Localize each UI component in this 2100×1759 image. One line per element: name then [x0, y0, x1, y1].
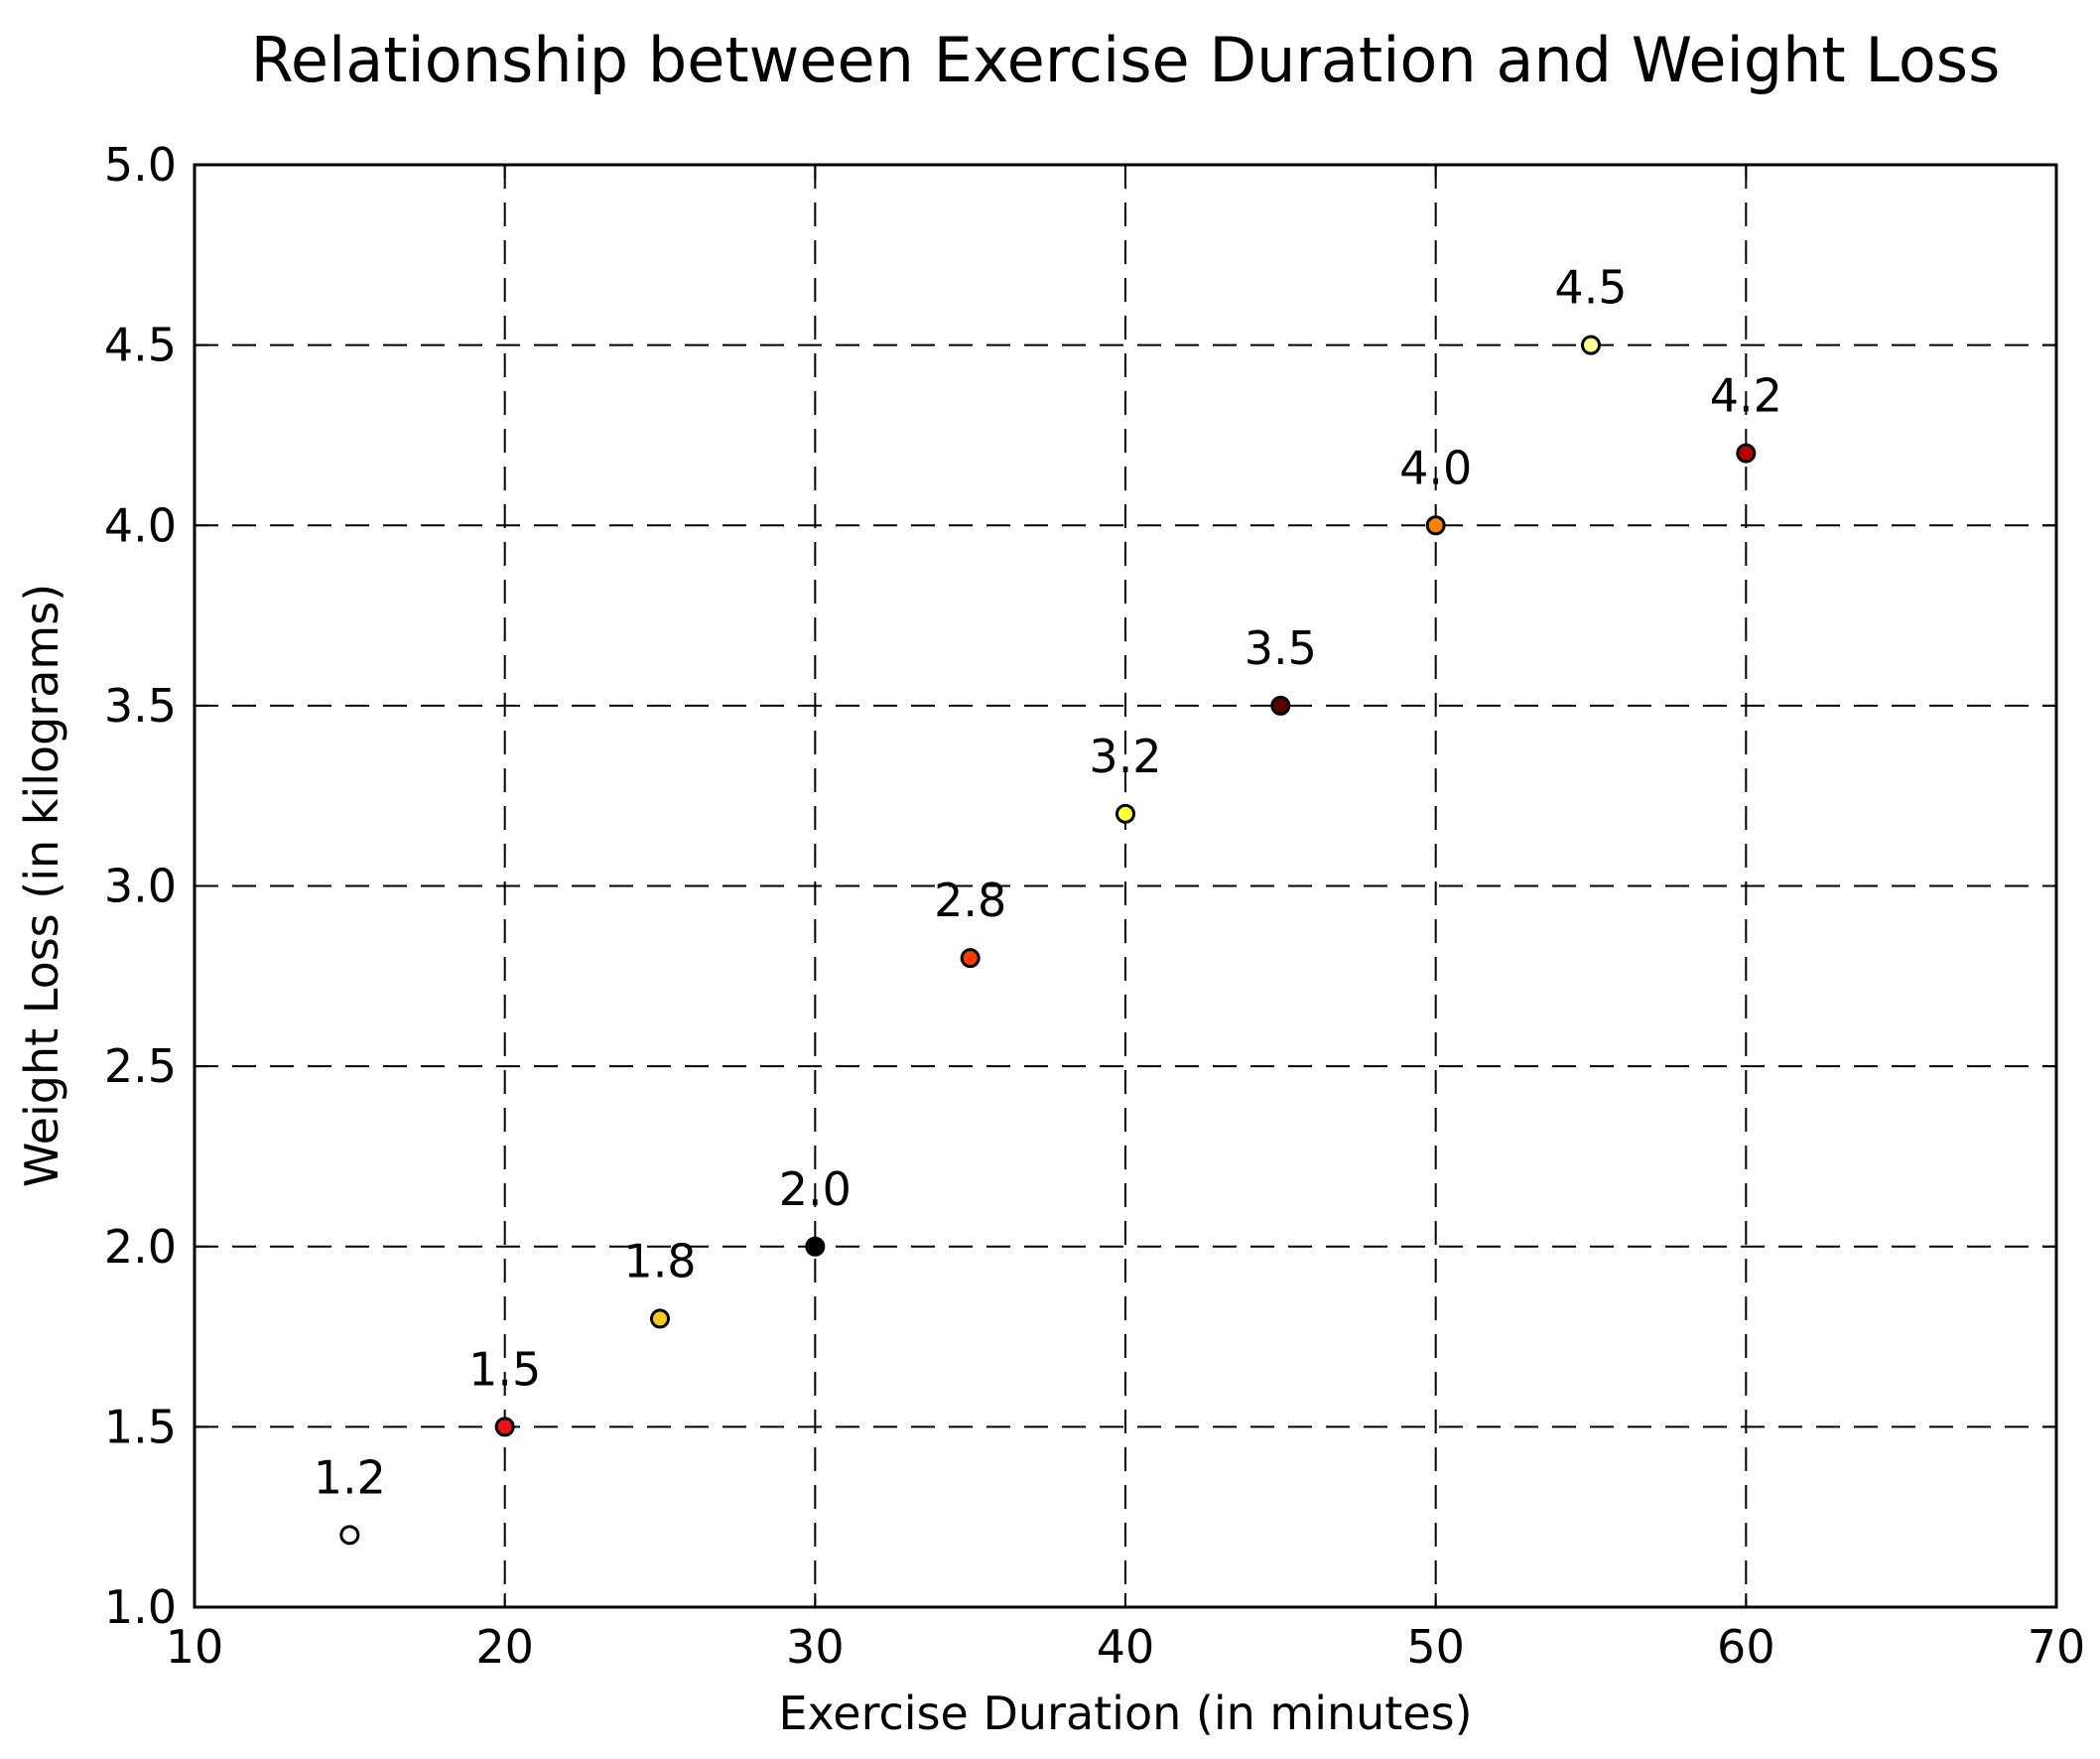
y-axis-label: Weight Loss (in kilograms) — [15, 584, 68, 1187]
x-tick-label: 70 — [2028, 1620, 2086, 1674]
point-value-label: 4.0 — [1399, 441, 1472, 494]
y-tick-label: 3.5 — [104, 679, 177, 733]
x-tick-label: 10 — [166, 1620, 224, 1674]
scatter-point — [960, 948, 981, 969]
scatter-point — [1736, 443, 1757, 464]
y-tick-label: 5.0 — [104, 138, 177, 192]
x-tick-label: 20 — [475, 1620, 534, 1674]
point-value-label: 2.8 — [934, 874, 1006, 927]
x-axis-label: Exercise Duration (in minutes) — [778, 1687, 1472, 1740]
y-tick-labels: 1.0 1.5 2.0 2.5 3.0 3.5 4.0 4.5 5.0 — [104, 138, 177, 1634]
y-tick-label: 4.0 — [104, 498, 177, 552]
point-value-label: 3.2 — [1089, 730, 1161, 783]
point-value-label: 4.5 — [1554, 261, 1627, 315]
x-tick-label: 60 — [1717, 1620, 1775, 1674]
x-tick-labels: 10 20 30 40 50 60 70 — [166, 1620, 2086, 1674]
point-value-label: 4.2 — [1710, 369, 1782, 423]
scatter-point — [1581, 335, 1601, 355]
plot-frame — [193, 163, 2058, 1609]
scatter-point — [805, 1236, 826, 1257]
point-value-label: 2.0 — [779, 1162, 852, 1216]
chart-title: Relationship between Exercise Duration a… — [251, 24, 2001, 96]
grid-lines — [195, 165, 2056, 1607]
y-tick-label: 3.0 — [104, 860, 177, 913]
scatter-point — [650, 1308, 670, 1329]
y-tick-label: 1.5 — [104, 1400, 177, 1453]
point-value-label: 1.2 — [314, 1450, 386, 1504]
x-tick-label: 30 — [786, 1620, 845, 1674]
point-value-label: 3.5 — [1245, 621, 1317, 675]
scatter-point — [494, 1417, 515, 1437]
point-value-label: 1.8 — [623, 1234, 696, 1287]
scatter-point — [1425, 515, 1446, 536]
scatter-point — [1116, 803, 1135, 824]
y-tick-label: 2.5 — [104, 1039, 177, 1093]
x-tick-label: 40 — [1097, 1620, 1155, 1674]
scatter-point — [1270, 695, 1291, 716]
scatter-point — [339, 1525, 360, 1546]
point-value-label: 1.5 — [468, 1342, 541, 1396]
data-labels: 1.2 1.5 1.8 2.0 2.8 3.2 3.5 4.0 4.5 4.2 — [314, 261, 1782, 1505]
y-tick-label: 1.0 — [104, 1580, 177, 1634]
x-tick-label: 50 — [1406, 1620, 1465, 1674]
data-points — [339, 335, 1757, 1546]
y-tick-label: 4.5 — [104, 319, 177, 372]
y-tick-label: 2.0 — [104, 1220, 177, 1274]
